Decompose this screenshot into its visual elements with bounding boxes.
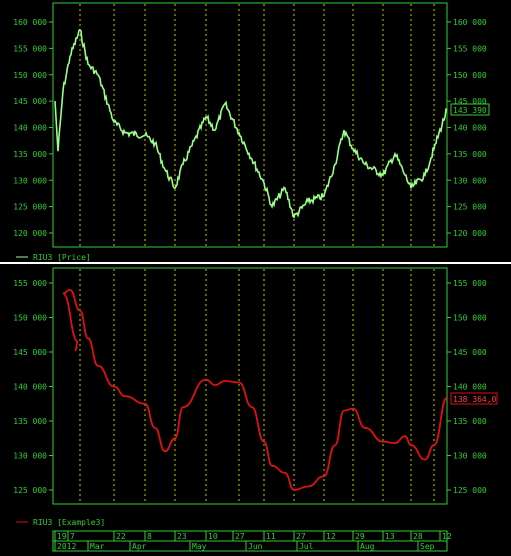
price-y-axis-left: 160 000 155 000 150 000 145 000 140 000 135 0… <box>13 18 53 238</box>
day-label: 23 <box>177 532 187 541</box>
y-tick-label: 125 000 <box>453 203 487 212</box>
time-axis-months: 2012 Mar Apr May Jun Jul Aug Sep <box>54 541 435 551</box>
y-tick-label: 130 000 <box>13 176 47 185</box>
price-grid <box>79 4 435 246</box>
indicator-series-line <box>62 288 448 491</box>
y-tick-label: 125 000 <box>13 486 47 495</box>
y-tick-label: 125 000 <box>13 203 47 212</box>
y-tick-label: 150 000 <box>453 314 487 323</box>
price-chart[interactable]: 160 000 155 000 150 000 145 000 140 000 135 0… <box>0 0 511 262</box>
y-tick-label: 130 000 <box>453 176 487 185</box>
y-tick-label: 135 000 <box>13 150 47 159</box>
indicator-last-value-tag: 138 364,0 <box>450 392 498 405</box>
indicator-grid <box>79 269 435 503</box>
y-tick-label: 125 000 <box>453 486 487 495</box>
day-label: 12 <box>326 532 336 541</box>
y-tick-label: 150 000 <box>453 71 487 80</box>
day-label: 7 <box>70 532 75 541</box>
y-tick-label: 140 000 <box>13 124 47 133</box>
y-tick-label: 135 000 <box>453 150 487 159</box>
day-label: 8 <box>147 532 152 541</box>
time-axis-days: 19 7 22 8 23 10 27 11 27 12 29 13 28 12 <box>54 531 452 541</box>
price-panel[interactable]: 160 000 155 000 150 000 145 000 140 000 135 0… <box>0 0 511 262</box>
price-legend-label: RIU3 [Price] <box>33 253 91 262</box>
y-tick-label: 135 000 <box>453 417 487 426</box>
y-tick-label: 140 000 <box>13 383 47 392</box>
month-label: Mar <box>90 542 105 551</box>
month-label: Sep <box>420 542 435 551</box>
y-tick-label: 140 000 <box>453 124 487 133</box>
indicator-last-value: 138 364,0 <box>453 395 497 404</box>
day-label: 28 <box>413 532 423 541</box>
indicator-y-axis-right: 155 000 150 000 145 000 140 000 135 000 130 0… <box>447 279 487 495</box>
day-label: 12 <box>442 532 452 541</box>
day-label: 27 <box>296 532 306 541</box>
price-plot-area <box>52 2 448 248</box>
month-label: 2012 <box>57 542 76 551</box>
y-tick-label: 145 000 <box>453 97 487 106</box>
day-label: 11 <box>266 532 276 541</box>
y-tick-label: 140 000 <box>453 383 487 392</box>
y-tick-label: 155 000 <box>453 44 487 53</box>
day-label: 22 <box>116 532 126 541</box>
indicator-y-axis-left: 155 000 150 000 145 000 140 000 135 000 130 0… <box>13 279 53 495</box>
y-tick-label: 135 000 <box>13 417 47 426</box>
time-axis[interactable]: 19 7 22 8 23 10 27 11 27 12 29 13 28 12 2012 Mar Apr May… <box>52 530 452 552</box>
y-tick-label: 155 000 <box>13 44 47 53</box>
y-tick-label: 145 000 <box>453 348 487 357</box>
month-label: Jun <box>248 542 263 551</box>
price-last-value: 143 390 <box>453 106 487 115</box>
price-last-value-tag: 143 390 <box>450 103 490 116</box>
day-label: 13 <box>385 532 395 541</box>
indicator-legend-label: RIU3 [Example3] <box>33 518 105 527</box>
y-tick-label: 150 000 <box>13 71 47 80</box>
price-y-axis-right: 160 000 155 000 150 000 145 000 140 000 135 0… <box>447 18 487 238</box>
day-label: 10 <box>208 532 218 541</box>
y-tick-label: 120 000 <box>13 229 47 238</box>
month-label: Apr <box>132 542 147 551</box>
y-tick-label: 145 000 <box>13 348 47 357</box>
day-label: 29 <box>355 532 365 541</box>
day-label: 19 <box>57 532 67 541</box>
y-tick-label: 155 000 <box>453 279 487 288</box>
month-label: Jul <box>299 542 314 551</box>
month-label: May <box>192 542 207 551</box>
indicator-panel[interactable]: 155 000 150 000 145 000 140 000 135 000 130 0… <box>0 264 511 552</box>
y-tick-label: 145 000 <box>13 97 47 106</box>
y-tick-label: 160 000 <box>13 18 47 27</box>
y-tick-label: 150 000 <box>13 314 47 323</box>
y-tick-label: 120 000 <box>453 229 487 238</box>
indicator-chart[interactable]: 155 000 150 000 145 000 140 000 135 000 130 0… <box>0 264 511 552</box>
price-series-line <box>54 28 448 219</box>
y-tick-label: 155 000 <box>13 279 47 288</box>
y-tick-label: 130 000 <box>453 452 487 461</box>
month-label: Aug <box>360 542 375 551</box>
pane-separator[interactable] <box>0 262 511 264</box>
y-tick-label: 130 000 <box>13 452 47 461</box>
day-label: 27 <box>235 532 245 541</box>
y-tick-label: 160 000 <box>453 18 487 27</box>
